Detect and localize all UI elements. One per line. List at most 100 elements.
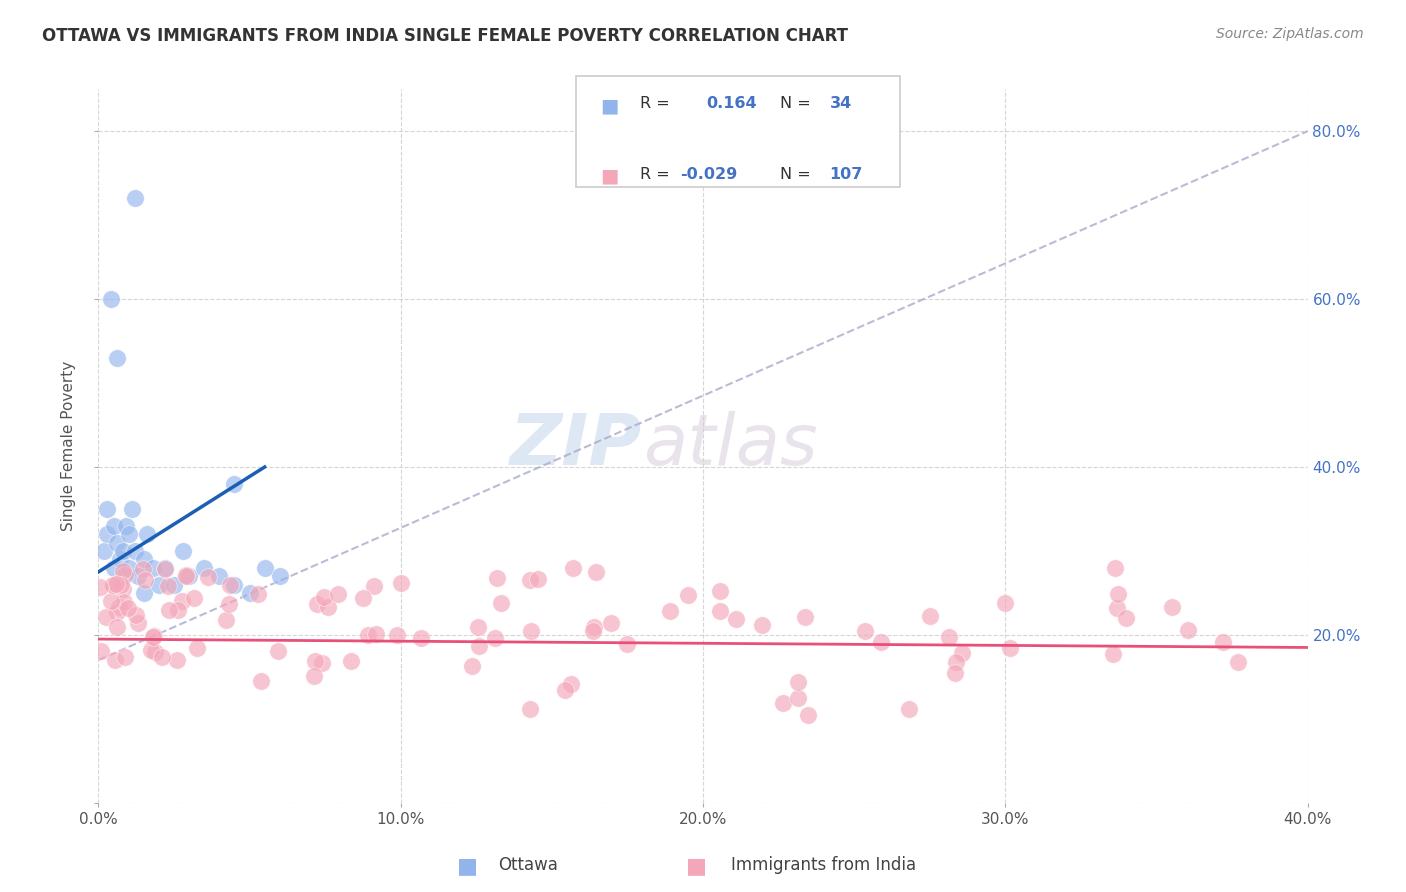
Point <box>105 620 128 634</box>
Point <box>519 574 541 588</box>
Point <box>112 595 135 609</box>
Point <box>897 702 920 716</box>
Point <box>250 673 273 688</box>
Point <box>103 518 125 533</box>
Point <box>135 527 157 541</box>
Point <box>616 637 638 651</box>
Point <box>312 591 335 605</box>
Point <box>186 640 208 655</box>
Point <box>179 569 201 583</box>
Point <box>1115 610 1137 624</box>
Point <box>156 579 179 593</box>
Point <box>96 502 118 516</box>
Point <box>112 582 135 596</box>
Point <box>582 620 605 634</box>
Point <box>157 602 180 616</box>
Point <box>582 624 605 638</box>
Text: R =: R = <box>640 96 669 112</box>
Point <box>1102 647 1125 661</box>
Point <box>104 653 127 667</box>
Point <box>155 562 177 576</box>
Point <box>114 567 136 582</box>
Point <box>142 560 165 574</box>
Point <box>1104 561 1126 575</box>
Point <box>110 577 132 591</box>
Point <box>772 696 794 710</box>
Point <box>797 708 820 723</box>
Point <box>1161 599 1184 614</box>
Point <box>302 669 325 683</box>
Text: Source: ZipAtlas.com: Source: ZipAtlas.com <box>1216 27 1364 41</box>
Text: OTTAWA VS IMMIGRANTS FROM INDIA SINGLE FEMALE POVERTY CORRELATION CHART: OTTAWA VS IMMIGRANTS FROM INDIA SINGLE F… <box>42 27 848 45</box>
Point <box>118 560 141 574</box>
Text: 34: 34 <box>830 96 852 112</box>
Point <box>193 560 215 574</box>
Point <box>994 596 1017 610</box>
Point <box>224 476 246 491</box>
Point <box>100 594 122 608</box>
Point <box>132 586 155 600</box>
Point <box>174 569 197 583</box>
Point <box>520 624 543 638</box>
Point <box>267 644 290 658</box>
Text: Immigrants from India: Immigrants from India <box>731 856 917 874</box>
Point <box>853 624 876 639</box>
Point <box>468 640 491 654</box>
Point <box>363 579 385 593</box>
Point <box>920 608 942 623</box>
Point <box>127 569 149 583</box>
Point <box>166 653 188 667</box>
Point <box>90 644 112 658</box>
Point <box>148 577 170 591</box>
Point <box>167 602 190 616</box>
Point <box>218 578 240 592</box>
Point <box>585 565 607 579</box>
Point <box>1107 600 1129 615</box>
Point <box>489 596 512 610</box>
Text: 107: 107 <box>830 167 863 182</box>
Point <box>794 610 817 624</box>
Point <box>105 606 128 620</box>
Point <box>385 628 408 642</box>
Point <box>357 628 380 642</box>
Point <box>114 650 136 665</box>
Point <box>786 675 808 690</box>
Point <box>107 599 129 614</box>
Point <box>197 570 219 584</box>
Point <box>104 577 127 591</box>
Point <box>486 572 509 586</box>
Point <box>183 591 205 606</box>
Point <box>869 635 891 649</box>
Point <box>163 577 186 591</box>
Point <box>218 597 240 611</box>
Point <box>208 569 231 583</box>
Point <box>945 655 967 669</box>
Point <box>724 612 747 626</box>
Point <box>103 578 125 592</box>
Point <box>108 552 131 566</box>
Point <box>132 552 155 566</box>
Point <box>352 591 374 605</box>
Point <box>1212 635 1234 649</box>
Point <box>253 560 276 574</box>
Point <box>114 518 136 533</box>
Point <box>150 649 173 664</box>
Point <box>124 191 146 205</box>
Text: 0.164: 0.164 <box>706 96 756 112</box>
Point <box>364 627 387 641</box>
Point <box>132 562 155 576</box>
Point <box>787 691 810 706</box>
Text: ■: ■ <box>600 96 619 115</box>
Point <box>117 600 139 615</box>
Point <box>1000 640 1022 655</box>
Point <box>269 569 291 583</box>
Point <box>340 654 363 668</box>
Point <box>121 502 143 516</box>
Point <box>519 702 541 716</box>
Point <box>1226 655 1249 669</box>
Text: Ottawa: Ottawa <box>498 856 558 874</box>
Point <box>526 572 548 586</box>
Point <box>467 620 489 634</box>
Point <box>950 646 973 660</box>
Point <box>111 544 134 558</box>
